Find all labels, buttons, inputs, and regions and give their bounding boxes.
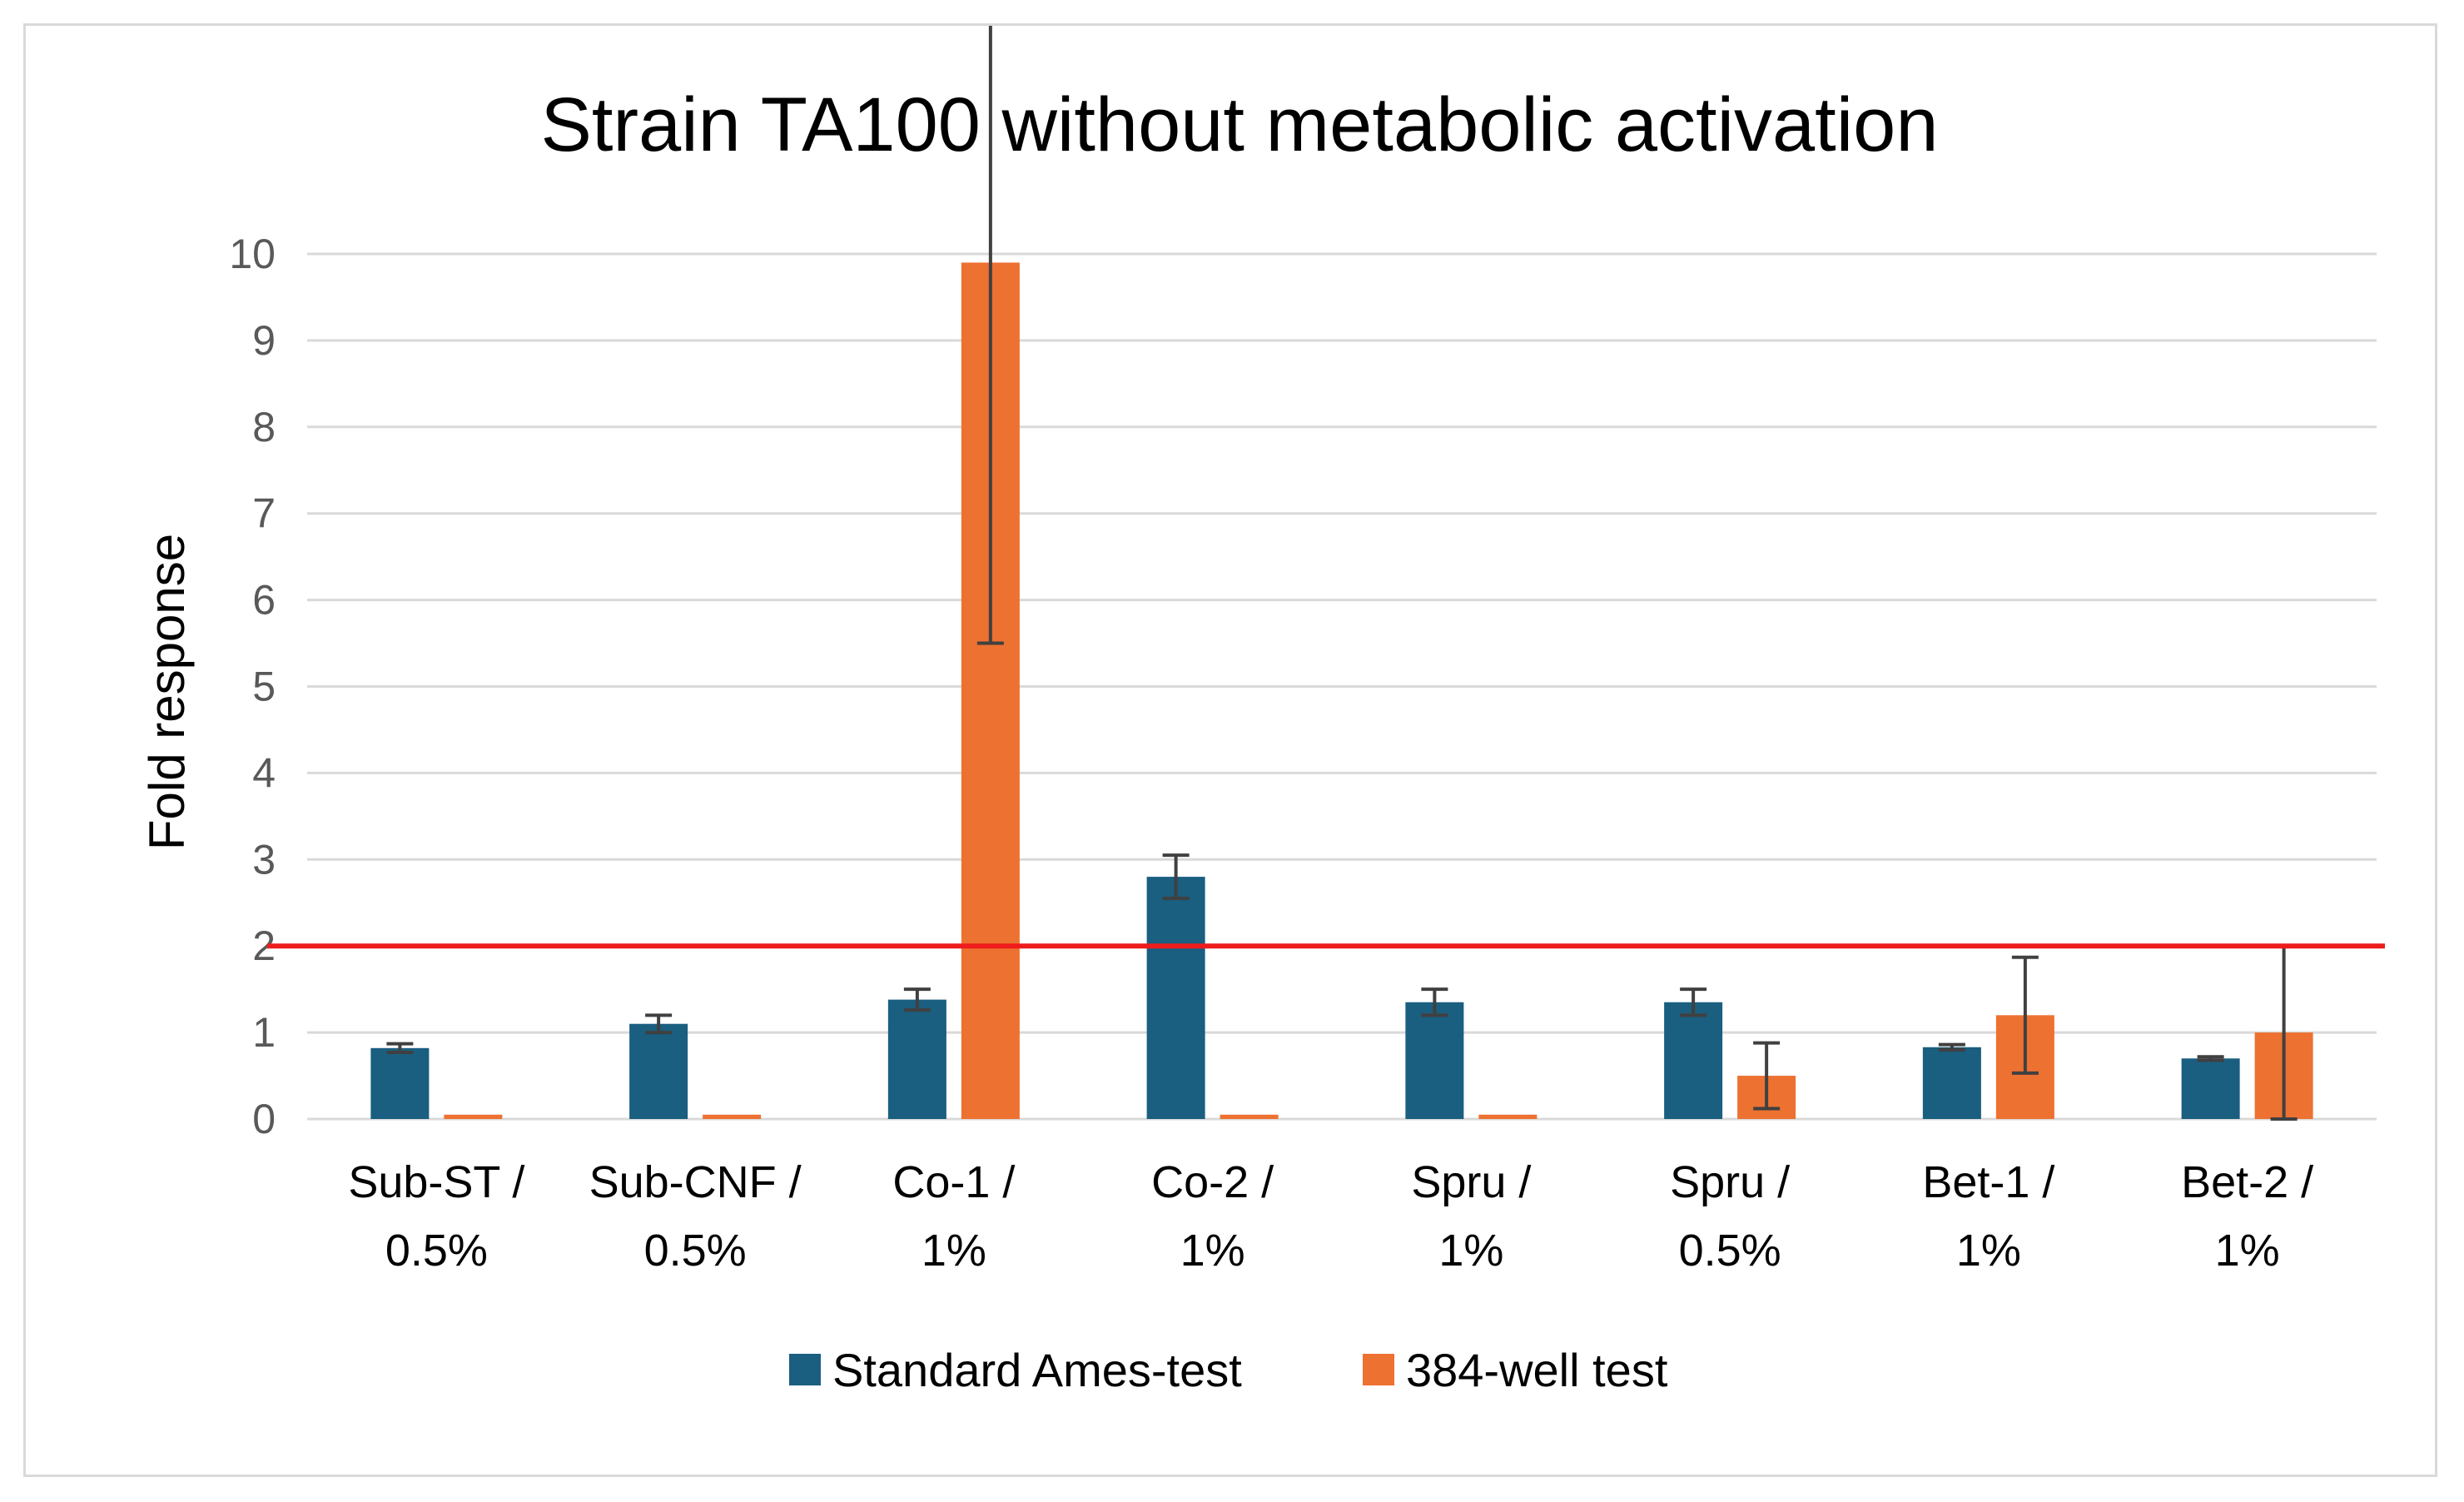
error-bar [386, 1042, 414, 1054]
bar [370, 1047, 430, 1119]
error-bar [2011, 955, 2039, 1075]
error-bar [2197, 1055, 2224, 1062]
chart-frame: Strain TA100 without metabolic activatio… [23, 23, 2437, 1477]
x-tick-label: Sub-CNF / [589, 1157, 802, 1207]
error-bar [1680, 987, 1707, 1017]
bar [1664, 1002, 1723, 1119]
x-tick-label: 1% [2215, 1226, 2280, 1276]
bar [1478, 1114, 1538, 1119]
bars [370, 262, 2313, 1119]
y-tick-label: 8 [252, 404, 276, 450]
x-tick-label: Spru / [1670, 1157, 1790, 1207]
x-tick-label: 0.5% [1679, 1226, 1781, 1276]
y-tick-label: 3 [252, 836, 276, 883]
legend: Standard Ames-test 384-well test [789, 1344, 1668, 1396]
x-tick-label: Bet-2 / [2181, 1157, 2313, 1207]
bar [2181, 1058, 2240, 1119]
bar [887, 999, 946, 1119]
y-tick-label: 10 [229, 231, 276, 277]
x-tick-label: 0.5% [385, 1226, 488, 1276]
chart-title: Strain TA100 without metabolic activatio… [540, 82, 1938, 167]
legend-label-standard-ames-test: Standard Ames-test [832, 1344, 1242, 1396]
x-tick-label: 1% [1956, 1226, 2021, 1276]
error-bars [386, 26, 2298, 1121]
x-tick-label: Sub-ST / [348, 1157, 524, 1207]
y-axis-label: Fold response [139, 534, 195, 850]
y-tick-label: 5 [252, 664, 276, 710]
y-tick-label: 0 [252, 1096, 276, 1142]
x-tick-label: Spru / [1411, 1157, 1531, 1207]
x-tick-label: 0.5% [644, 1226, 747, 1276]
x-axis-ticks: Sub-ST / 0.5% Sub-CNF / 0.5% Co-1 / 1% Co-2 / 1… [348, 1157, 2313, 1276]
error-bar [1938, 1042, 1965, 1052]
error-bar [976, 26, 1004, 645]
y-tick-label: 1 [252, 1009, 276, 1056]
legend-swatch-standard-ames-test [789, 1354, 821, 1385]
x-tick-label: Bet-1 / [1922, 1157, 2054, 1207]
x-tick-label: 1% [922, 1226, 986, 1276]
error-bar [1421, 987, 1448, 1017]
error-bar [903, 987, 931, 1012]
x-tick-label: 1% [1438, 1226, 1503, 1276]
y-tick-label: 4 [252, 749, 276, 796]
legend-label-384-well-test: 384-well test [1406, 1344, 1668, 1396]
bar [703, 1114, 762, 1119]
error-bar [1753, 1041, 1781, 1111]
legend-swatch-384-well-test [1363, 1354, 1394, 1385]
bar [1146, 877, 1205, 1119]
bar [1922, 1047, 1981, 1119]
bar [1220, 1114, 1279, 1119]
bar-chart: Strain TA100 without metabolic activatio… [139, 26, 2385, 1396]
bar [629, 1023, 688, 1119]
y-tick-label: 6 [252, 577, 276, 624]
error-bar [645, 1013, 673, 1035]
error-bar [1162, 853, 1190, 901]
x-tick-label: Co-1 / [892, 1157, 1015, 1207]
x-tick-label: 1% [1180, 1226, 1245, 1276]
y-tick-label: 7 [252, 490, 276, 537]
bar [444, 1114, 503, 1119]
x-tick-label: Co-2 / [1151, 1157, 1274, 1207]
y-tick-label: 9 [252, 317, 276, 364]
gridlines [307, 252, 2377, 1121]
bar [1405, 1002, 1464, 1119]
